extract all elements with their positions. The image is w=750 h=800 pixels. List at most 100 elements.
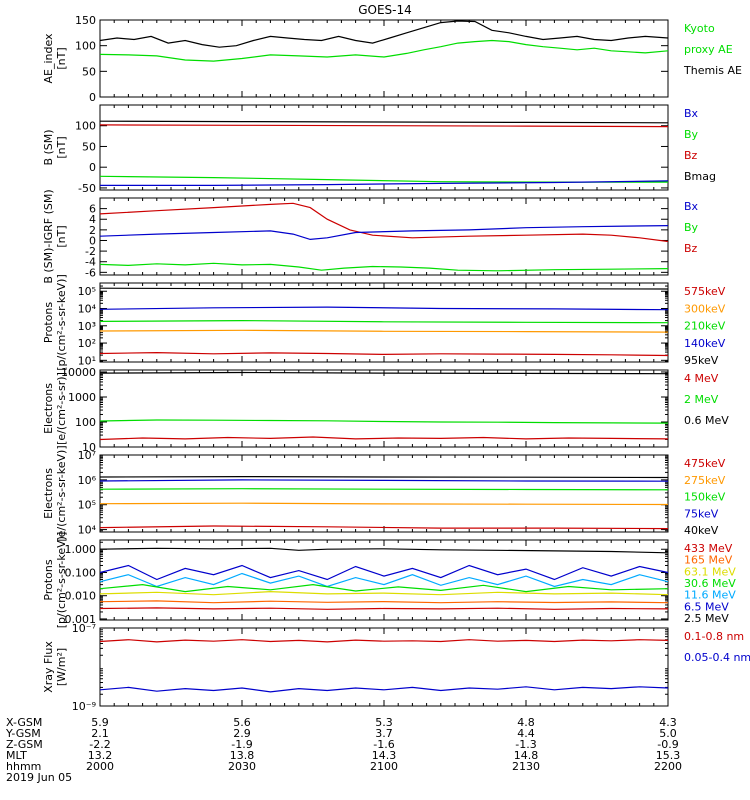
series-line-Themis AE <box>99 20 669 48</box>
figure-title: GOES-14 <box>358 3 412 17</box>
y-tick-label: -4 <box>85 256 96 269</box>
y-tick-label: 10⁵ <box>78 499 96 512</box>
y-tick-label: -6 <box>85 266 96 279</box>
x-row-value: -1.6 <box>373 738 394 751</box>
legend-entry: 0.1-0.8 nm <box>684 630 744 643</box>
x-row-value: -2.2 <box>89 738 110 751</box>
legend-entry: 40keV <box>684 524 719 537</box>
series-line-275keV <box>99 502 669 506</box>
y-axis-label-line: [p/(cm²-s-sr-keV)] <box>55 274 68 371</box>
y-axis-label-line: [e/(cm²-s-sr-keV)] <box>55 445 68 541</box>
panel-xray: 10⁻⁹ 10⁻⁷ Xray Flux[W/m²] 0.1-0.8 nm 0.05-0.… <box>42 622 750 713</box>
legend-entry: 0.05-0.4 nm <box>684 651 750 664</box>
y-axis-label: Electrons[e/(cm²-s-sr)] <box>42 372 68 445</box>
legend-entry: 11.6 MeV <box>684 589 736 602</box>
series-line-2.5 MeV <box>99 547 669 554</box>
series-line-165 MeV <box>99 600 669 604</box>
y-tick-label: 10 <box>82 441 96 454</box>
y-axis-label: B (SM)[nT] <box>42 129 68 165</box>
y-axis-label-line: [e/(cm²-s-sr)] <box>55 372 68 445</box>
x-row-value: 4.8 <box>517 716 535 729</box>
series-line-40keV <box>99 476 669 479</box>
x-row-value: 2130 <box>512 760 540 773</box>
series-line-150keV <box>99 488 669 491</box>
legend-entry: 433 MeV <box>684 542 733 555</box>
legend-entry: 2.5 MeV <box>684 612 729 625</box>
panel-ae: 0 50 100 150 AE_index[nT] Kyoto proxy AE Themis… <box>42 14 742 104</box>
legend-entry: 150keV <box>684 491 726 504</box>
x-row-value: 13.8 <box>230 749 255 762</box>
series-line-By <box>99 262 669 272</box>
y-axis-label: Protons[p/(cm²-s-sr-keV)] <box>42 274 68 371</box>
series-line-Bx <box>100 180 669 186</box>
legend-entry: 2 MeV <box>684 393 719 406</box>
panel-frame <box>99 19 669 98</box>
y-tick-label: 100 <box>75 416 96 429</box>
legend-entry: Bx <box>684 107 699 120</box>
series-line-0.6 MeV <box>99 371 669 375</box>
y-axis-label-line: Electrons <box>42 468 55 519</box>
x-row-value: 15.3 <box>656 749 681 762</box>
series-line-575keV <box>99 351 669 357</box>
y-tick-label: 1.000 <box>65 543 97 556</box>
legend-entry: 30.6 MeV <box>684 577 736 590</box>
series-line-0.1-0.8 nm <box>99 639 669 643</box>
x-row-value: 5.0 <box>659 727 677 740</box>
y-tick-label: 10³ <box>78 320 96 333</box>
x-row-value: 14.3 <box>372 749 397 762</box>
y-tick-label: 0 <box>89 161 96 174</box>
y-tick-label: 10¹ <box>78 354 96 367</box>
x-row-value: 3.7 <box>375 727 393 740</box>
x-row-value: 2.9 <box>233 727 251 740</box>
y-tick-label: -50 <box>78 182 96 195</box>
legend-entry: Bmag <box>684 170 716 183</box>
y-tick-label: 10⁻⁹ <box>72 700 96 713</box>
legend-entry: Bz <box>684 242 698 255</box>
series-line-475keV <box>99 525 669 530</box>
x-row-label: Z-GSM <box>6 738 43 751</box>
x-row-value: 13.2 <box>88 749 113 762</box>
y-tick-label: 4 <box>89 213 96 226</box>
legend-entry: By <box>684 221 699 234</box>
series-line-6.5 MeV <box>99 564 669 581</box>
legend-entry: 140keV <box>684 337 726 350</box>
x-row-label: hhmm <box>6 760 41 773</box>
y-tick-label: 10000 <box>61 366 96 379</box>
x-row-label: MLT <box>6 749 27 762</box>
y-axis-label-line: Protons <box>42 302 55 343</box>
series-line-Bz <box>99 202 669 243</box>
legend-entry: Bx <box>684 200 699 213</box>
y-axis-label-line: [nT] <box>55 225 68 247</box>
y-axis-label: AE_index[nT] <box>42 33 68 84</box>
x-row-value: 4.3 <box>659 716 677 729</box>
panel-electrons2: 10⁴ 10⁵ 10⁶ 10⁷ Electrons[e/(cm²-s-sr-keV)] 4… <box>42 445 726 541</box>
series-line-By <box>99 175 668 183</box>
y-tick-label: 50 <box>82 140 96 153</box>
series-line-2 MeV <box>99 419 669 424</box>
legend-entry: 0.6 MeV <box>684 414 729 427</box>
y-tick-label: 10² <box>78 337 96 350</box>
x-row-value: -1.3 <box>515 738 536 751</box>
series-line-300keV <box>99 329 669 333</box>
x-row-value: 2.1 <box>91 727 109 740</box>
y-axis-label-line: [p/(cm²-s-sr-keV)] <box>55 532 68 629</box>
legend-entry: By <box>684 128 699 141</box>
y-tick-label: -2 <box>85 245 96 258</box>
x-row-value: 5.6 <box>233 716 251 729</box>
legend-entry: 475keV <box>684 457 726 470</box>
x-row-value: 5.9 <box>91 716 109 729</box>
series-line-Kyoto proxy AE <box>99 39 669 62</box>
series-line-140keV <box>99 306 669 311</box>
legend-entry: proxy AE <box>684 43 733 56</box>
series-line-Bz <box>99 124 669 128</box>
y-tick-label: 100 <box>75 40 96 53</box>
x-row-value: 2030 <box>228 760 256 773</box>
legend-entry: 95keV <box>684 354 719 367</box>
x-row-value: 2000 <box>86 760 114 773</box>
series-line-30.6 MeV <box>99 583 669 593</box>
y-tick-label: 0 <box>89 234 96 247</box>
